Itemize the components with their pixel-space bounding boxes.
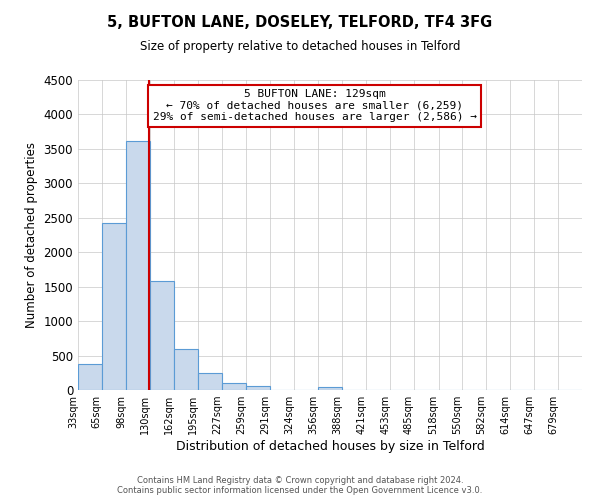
Bar (102, 224, 127, 390)
Bar (246, 386, 270, 390)
Bar (150, 281, 174, 390)
Bar (127, 140, 150, 390)
Bar (318, 387, 342, 390)
Text: Contains HM Land Registry data © Crown copyright and database right 2024.
Contai: Contains HM Land Registry data © Crown c… (118, 476, 482, 495)
Text: Size of property relative to detached houses in Telford: Size of property relative to detached ho… (140, 40, 460, 53)
Bar (222, 383, 246, 390)
Bar (199, 374, 222, 390)
Y-axis label: Number of detached properties: Number of detached properties (25, 142, 38, 328)
Bar (78, 364, 102, 390)
Text: 5 BUFTON LANE: 129sqm
← 70% of detached houses are smaller (6,259)
29% of semi-d: 5 BUFTON LANE: 129sqm ← 70% of detached … (153, 90, 477, 122)
Bar (174, 348, 199, 390)
X-axis label: Distribution of detached houses by size in Telford: Distribution of detached houses by size … (176, 440, 484, 453)
Text: 5, BUFTON LANE, DOSELEY, TELFORD, TF4 3FG: 5, BUFTON LANE, DOSELEY, TELFORD, TF4 3F… (107, 15, 493, 30)
